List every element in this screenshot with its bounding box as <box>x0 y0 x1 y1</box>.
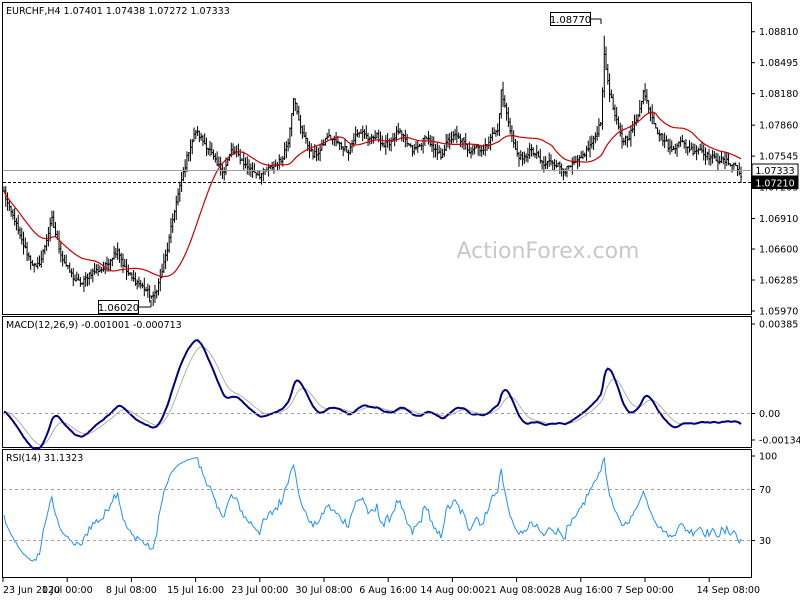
time-tick-label: 7 Sep 00:00 <box>616 585 673 596</box>
reference-price-label: 1.07210 <box>755 179 794 190</box>
rsi-tick-label: 30 <box>759 536 771 547</box>
rsi-main-line <box>3 456 742 562</box>
watermark: ActionForex.com <box>457 239 640 264</box>
price-tick-label: 1.07860 <box>759 121 798 132</box>
price-tick-label: 1.08810 <box>759 27 798 38</box>
macd-tick-label: -0.001348 <box>759 436 800 447</box>
rsi-tick-label: 100 <box>759 452 777 463</box>
reference-price-marker: 1.07210 <box>751 176 799 190</box>
low-annotation-label: 1.06020 <box>98 303 139 314</box>
price-tick-label: 1.06910 <box>759 214 798 225</box>
price-tick-label: 1.06600 <box>759 245 798 256</box>
price-panel <box>2 2 752 315</box>
time-tick-label: 8 Jul 08:00 <box>106 585 157 596</box>
macd-tick-label: 0.00385 <box>759 320 798 331</box>
price-bar <box>739 166 743 183</box>
price-tick-label: 1.06285 <box>759 276 798 287</box>
time-tick-label: 28 Aug 16:00 <box>549 585 613 596</box>
price-tick-label: 1.07545 <box>759 152 798 163</box>
rsi-panel-title: RSI(14) 31.1323 <box>6 453 83 464</box>
price-panel-title: EURCHF,H4 1.07401 1.07438 1.07272 1.0733… <box>6 6 230 17</box>
price-axis: 1.08810 1.08495 1.08180 1.07860 1.07545 1.072… <box>751 27 798 318</box>
current-price-marker: 1.07333 <box>751 163 799 177</box>
macd-axis: 0.00385 0.00 -0.001348 <box>751 320 800 447</box>
time-tick-label: 6 Aug 16:00 <box>359 585 417 596</box>
rsi-line <box>3 456 742 562</box>
macd-tick-label: 0.00 <box>759 409 780 420</box>
price-tick-label: 1.08495 <box>759 58 798 69</box>
high-annotation-label: 1.08770 <box>550 15 591 26</box>
time-tick-label: 14 Sep 08:00 <box>697 585 760 596</box>
time-tick-label: 1 Jul 00:00 <box>42 585 93 596</box>
time-tick-label: 14 Aug 00:00 <box>420 585 484 596</box>
rsi-axis: 100 70 30 <box>751 452 777 547</box>
price-tick-label: 1.08180 <box>759 89 798 100</box>
time-tick-label: 23 Jul 00:00 <box>231 585 288 596</box>
time-tick-label: 23 Jun 2020 <box>3 585 60 596</box>
macd-main-line <box>3 339 742 451</box>
time-tick-label: 21 Aug 08:00 <box>485 585 549 596</box>
high-annotation: 1.08770 <box>550 12 602 26</box>
macd-panel <box>2 316 752 448</box>
macd-panel-title: MACD(12,26,9) -0.001001 -0.000713 <box>6 320 182 331</box>
moving-average <box>3 111 742 278</box>
macd-lines <box>3 339 742 451</box>
price-tick-label: 1.05970 <box>759 307 798 318</box>
rsi-tick-label: 70 <box>759 485 771 496</box>
rsi-panel <box>2 449 752 578</box>
current-price-label: 1.07333 <box>755 166 794 177</box>
time-tick-label: 30 Jul 08:00 <box>296 585 353 596</box>
time-tick-label: 15 Jul 16:00 <box>167 585 224 596</box>
moving-average-line <box>3 111 742 278</box>
low-annotation: 1.06020 <box>98 300 152 314</box>
